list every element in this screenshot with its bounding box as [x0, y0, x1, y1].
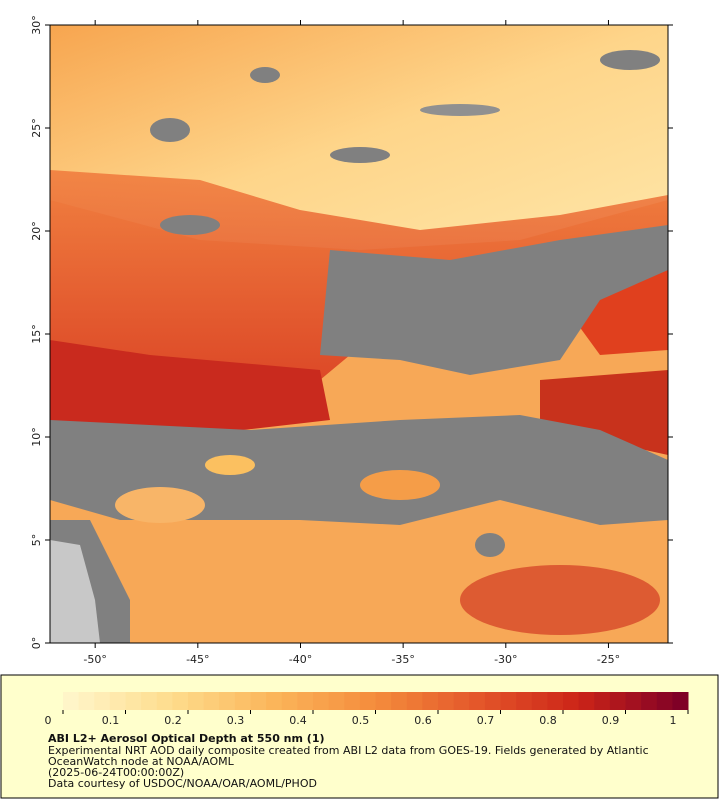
- colorbar-step: [625, 692, 642, 710]
- colorbar-step: [266, 692, 283, 710]
- x-tick-label: -50°: [83, 653, 106, 666]
- x-tick-label: -40°: [289, 653, 312, 666]
- colorbar-step: [469, 692, 486, 710]
- map-image: [50, 25, 668, 643]
- colorbar-step: [313, 692, 330, 710]
- colorbar-step: [391, 692, 408, 710]
- colorbar-tick-label: 0: [45, 714, 52, 727]
- caption-line: Data courtesy of USDOC/NOAA/OAR/AOML/PHO…: [48, 777, 317, 790]
- colorbar-step: [438, 692, 455, 710]
- x-tick-label: -45°: [186, 653, 209, 666]
- colorbar-step: [359, 692, 376, 710]
- colorbar-step: [547, 692, 564, 710]
- colorbar-tick-label: 0.1: [102, 714, 120, 727]
- colorbar-step: [156, 692, 173, 710]
- colorbar-step: [281, 692, 298, 710]
- y-tick-label: 25°: [30, 118, 43, 138]
- colorbar-step: [578, 692, 595, 710]
- colorbar-step: [453, 692, 470, 710]
- colorbar-tick-label: 0.5: [352, 714, 370, 727]
- colorbar-tick-label: 0.4: [289, 714, 307, 727]
- y-tick-label: 20°: [30, 221, 43, 241]
- colorbar-step: [641, 692, 658, 710]
- colorbar-tick-label: 0.7: [477, 714, 495, 727]
- colorbar-tick-label: 0.6: [414, 714, 432, 727]
- y-tick-label: 15°: [30, 324, 43, 344]
- colorbar-tick-label: 0.9: [602, 714, 620, 727]
- colorbar-step: [203, 692, 220, 710]
- colorbar-step: [375, 692, 392, 710]
- caption-line: Experimental NRT AOD daily composite cre…: [48, 744, 649, 757]
- colorbar-step: [563, 692, 580, 710]
- colorbar-step: [234, 692, 251, 710]
- colorbar-step: [406, 692, 423, 710]
- x-tick-label: -25°: [597, 653, 620, 666]
- colorbar-step: [516, 692, 533, 710]
- colorbar-step: [328, 692, 345, 710]
- y-tick-label: 5°: [30, 534, 43, 547]
- y-tick-label: 10°: [30, 427, 43, 447]
- colorbar-step: [109, 692, 126, 710]
- y-tick-label: 30°: [30, 15, 43, 35]
- colorbar-step: [172, 692, 189, 710]
- colorbar-step: [78, 692, 95, 710]
- y-tick-label: 0°: [30, 637, 43, 650]
- colorbar-step: [422, 692, 439, 710]
- colorbar-step: [500, 692, 517, 710]
- caption-line: (2025-06-24T00:00:00Z): [48, 766, 184, 779]
- colorbar-step: [484, 692, 501, 710]
- colorbar-step: [656, 692, 673, 710]
- colorbar-step: [141, 692, 158, 710]
- x-tick-label: -35°: [391, 653, 414, 666]
- colorbar-tick-label: 0.8: [539, 714, 557, 727]
- colorbar-step: [609, 692, 626, 710]
- colorbar-step: [672, 692, 689, 710]
- colorbar-step: [63, 692, 80, 710]
- caption-line: OceanWatch node at NOAA/AOML: [48, 755, 235, 768]
- colorbar-step: [594, 692, 611, 710]
- colorbar-step: [297, 692, 314, 710]
- colorbar-step: [531, 692, 548, 710]
- x-tick-label: -30°: [494, 653, 517, 666]
- colorbar-step: [344, 692, 361, 710]
- colorbar-step: [250, 692, 267, 710]
- colorbar-step: [219, 692, 236, 710]
- colorbar-step: [94, 692, 111, 710]
- colorbar-tick-label: 1: [670, 714, 677, 727]
- colorbar-tick-label: 0.3: [227, 714, 245, 727]
- colorbar-step: [125, 692, 142, 710]
- colorbar-tick-label: 0.2: [164, 714, 182, 727]
- colorbar-step: [188, 692, 205, 710]
- caption-title: ABI L2+ Aerosol Optical Depth at 550 nm …: [48, 732, 325, 745]
